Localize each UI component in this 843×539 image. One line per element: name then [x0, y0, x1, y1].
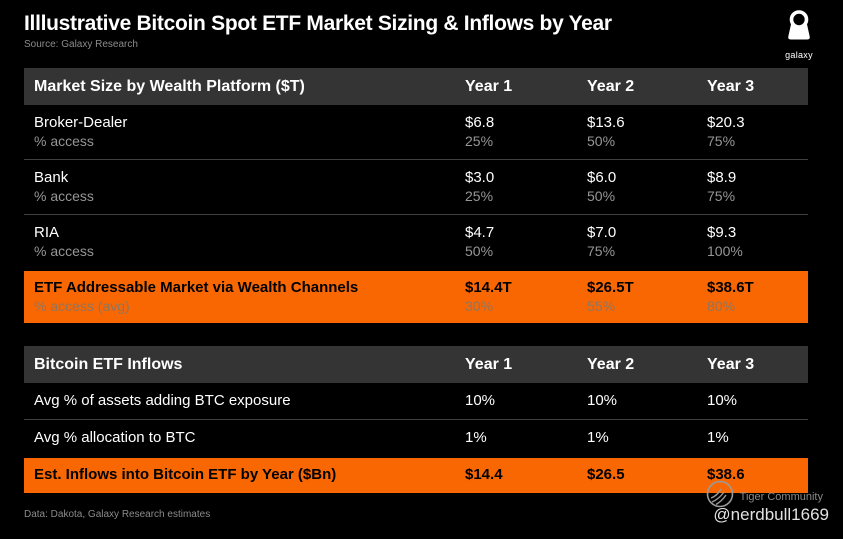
row-label: Broker-Dealer — [34, 114, 128, 131]
cell-value: $9.3 — [707, 224, 737, 241]
row-sublabel: % access — [34, 133, 94, 149]
cell-subvalue: 50% — [465, 243, 494, 259]
table1-title: Market Size by Wealth Platform ($T) — [34, 77, 305, 95]
page-title: Illlustrative Bitcoin Spot ETF Market Si… — [24, 12, 612, 35]
cell-subvalue: 55% — [587, 298, 616, 314]
cell-value: $3.0 — [465, 169, 495, 186]
table-row-btc-allocation: Avg % allocation to BTC 1% 1% 1% — [24, 420, 808, 456]
cell-subvalue: 75% — [587, 243, 616, 259]
cell-value: 1% — [587, 429, 609, 446]
row-label: Bank — [34, 169, 69, 186]
cell-value: $14.4 — [465, 466, 503, 483]
galaxy-logo: galaxy — [777, 9, 821, 60]
table1-col-year1: Year 1 — [465, 77, 513, 95]
table2-col-year3: Year 3 — [707, 355, 755, 373]
row-label: ETF Addressable Market via Wealth Channe… — [34, 279, 359, 296]
cell-subvalue: 100% — [707, 243, 743, 259]
row-label: Est. Inflows into Bitcoin ETF by Year ($… — [34, 466, 337, 483]
tiger-community-watermark: Tiger Community — [705, 479, 823, 514]
galaxy-logo-label: galaxy — [785, 50, 813, 60]
table-row-est-inflows: Est. Inflows into Bitcoin ETF by Year ($… — [24, 458, 808, 493]
table-row-ria: RIA % access $4.7 50% $7.0 75% $9.3 100% — [24, 215, 808, 269]
cell-value: $4.7 — [465, 224, 495, 241]
author-handle: @nerdbull1669 — [713, 505, 829, 524]
cell-value: $6.8 — [465, 114, 495, 131]
table2-col-year2: Year 2 — [587, 355, 635, 373]
cell-value: $26.5T — [587, 279, 634, 296]
table2-header-row: Bitcoin ETF Inflows Year 1 Year 2 Year 3 — [24, 346, 808, 383]
cell-value: $6.0 — [587, 169, 617, 186]
row-label: Avg % of assets adding BTC exposure — [34, 392, 291, 409]
cell-value: $38.6T — [707, 279, 754, 296]
cell-subvalue: 50% — [587, 188, 616, 204]
table2-title: Bitcoin ETF Inflows — [34, 355, 183, 373]
row-sublabel: % access — [34, 188, 94, 204]
cell-value: $26.5 — [587, 466, 625, 483]
row-label: RIA — [34, 224, 60, 241]
cell-value: $20.3 — [707, 114, 745, 131]
source-note: Source: Galaxy Research — [24, 39, 138, 50]
cell-value: $8.9 — [707, 169, 737, 186]
cell-subvalue: 75% — [707, 133, 736, 149]
table-row-bank: Bank % access $3.0 25% $6.0 50% $8.9 75% — [24, 160, 808, 215]
cell-value: $13.6 — [587, 114, 625, 131]
table2-col-year1: Year 1 — [465, 355, 513, 373]
cell-value: $14.4T — [465, 279, 512, 296]
tiger-community-icon — [705, 479, 735, 514]
page-header: Illlustrative Bitcoin Spot ETF Market Si… — [24, 12, 612, 50]
cell-value: 1% — [465, 429, 487, 446]
data-note: Data: Dakota, Galaxy Research estimates — [24, 509, 211, 520]
row-label: Avg % allocation to BTC — [34, 429, 196, 446]
cell-subvalue: 50% — [587, 133, 616, 149]
row-sublabel: % access — [34, 243, 94, 259]
cell-value: 10% — [465, 392, 496, 409]
cell-value: 10% — [587, 392, 618, 409]
cell-subvalue: 80% — [707, 298, 736, 314]
market-size-table: Market Size by Wealth Platform ($T) Year… — [24, 68, 808, 323]
cell-subvalue: 25% — [465, 133, 494, 149]
cell-subvalue: 30% — [465, 298, 494, 314]
row-sublabel: % access (avg) — [34, 298, 130, 314]
table-row-btc-exposure: Avg % of assets adding BTC exposure 10% … — [24, 383, 808, 420]
table1-col-year2: Year 2 — [587, 77, 635, 95]
cell-value: 10% — [707, 392, 738, 409]
table1-header-row: Market Size by Wealth Platform ($T) Year… — [24, 68, 808, 105]
table-row-etf-addressable-market: ETF Addressable Market via Wealth Channe… — [24, 271, 808, 323]
watermark-label: Tiger Community — [739, 490, 823, 503]
cell-value: $7.0 — [587, 224, 617, 241]
table-row-broker-dealer: Broker-Dealer % access $6.8 25% $13.6 50… — [24, 105, 808, 160]
cell-value: 1% — [707, 429, 729, 446]
cell-subvalue: 25% — [465, 188, 494, 204]
etf-inflows-table: Bitcoin ETF Inflows Year 1 Year 2 Year 3… — [24, 346, 808, 493]
table1-col-year3: Year 3 — [707, 77, 755, 95]
cell-subvalue: 75% — [707, 188, 736, 204]
cell-value: $38.6 — [707, 466, 745, 483]
galaxy-helmet-icon — [782, 10, 816, 47]
